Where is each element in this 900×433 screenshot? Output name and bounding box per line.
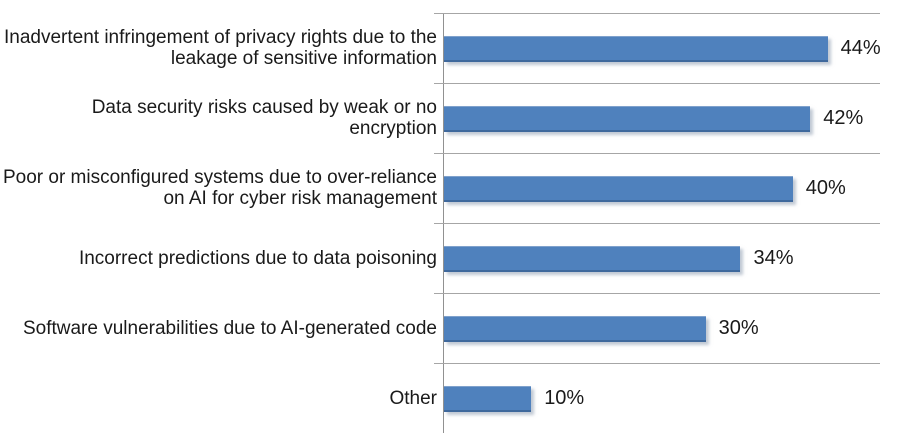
plot-area-row: 34% xyxy=(434,223,880,293)
value-label: 44% xyxy=(840,37,881,59)
plot-area-row: 10% xyxy=(434,363,880,433)
chart-row: Other 10% xyxy=(0,363,900,433)
plot-area-row: 44% xyxy=(434,13,881,83)
category-label: Other xyxy=(389,387,437,409)
chart-row: Data security risks caused by weak or no… xyxy=(0,83,900,153)
category-label: Inadvertent infringement of privacy righ… xyxy=(3,27,437,69)
category-label: Software vulnerabilities due to AI-gener… xyxy=(22,317,437,339)
plot-area-row: 42% xyxy=(434,83,880,153)
chart-row: Incorrect predictions due to data poison… xyxy=(0,223,900,293)
plot-area-row: 40% xyxy=(434,153,880,223)
bar xyxy=(444,175,793,202)
bar xyxy=(444,385,532,412)
category-label: Data security risks caused by weak or no… xyxy=(91,97,437,139)
value-label: 10% xyxy=(544,387,585,409)
chart-row: Poor or misconfigured systems due to ove… xyxy=(0,153,900,223)
value-label: 34% xyxy=(753,247,794,269)
category-label: Poor or misconfigured systems due to ove… xyxy=(2,167,437,209)
category-label-cell: Data security risks caused by weak or no… xyxy=(0,83,443,153)
bar xyxy=(444,245,741,272)
category-label-cell: Inadvertent infringement of privacy righ… xyxy=(0,13,443,83)
bar xyxy=(444,315,706,342)
category-label-cell: Other xyxy=(0,363,443,433)
category-label-cell: Software vulnerabilities due to AI-gener… xyxy=(0,293,443,363)
value-label: 42% xyxy=(823,107,864,129)
bar xyxy=(444,105,811,132)
category-label: Incorrect predictions due to data poison… xyxy=(78,247,437,269)
chart-row: Software vulnerabilities due to AI-gener… xyxy=(0,293,900,363)
category-label-cell: Incorrect predictions due to data poison… xyxy=(0,223,443,293)
category-label-cell: Poor or misconfigured systems due to ove… xyxy=(0,153,443,223)
plot-area-row: 30% xyxy=(434,293,880,363)
chart-row: Inadvertent infringement of privacy righ… xyxy=(0,13,900,83)
bar xyxy=(444,35,828,62)
value-label: 30% xyxy=(718,317,759,339)
value-label: 40% xyxy=(805,177,846,199)
